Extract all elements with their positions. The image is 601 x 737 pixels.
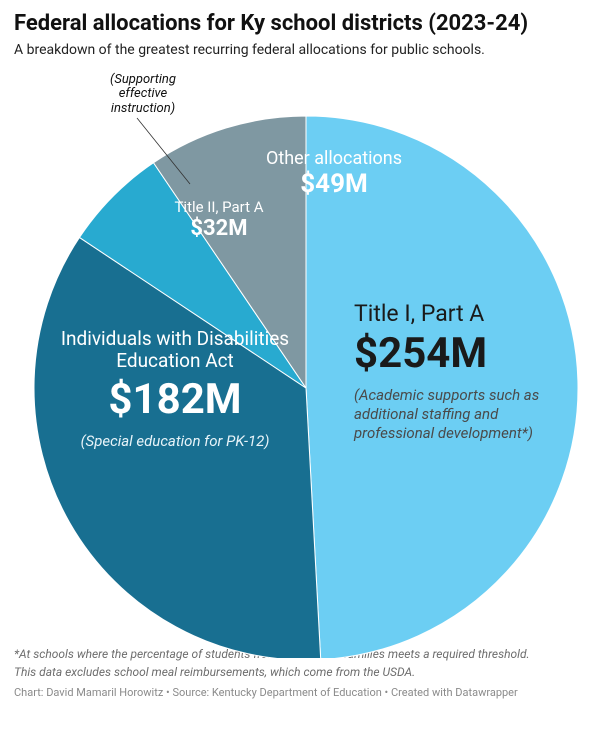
- credit-line: Chart: David Mamaril Horowitz • Source: …: [14, 686, 587, 699]
- chart-title: Federal allocations for Ky school distri…: [14, 10, 587, 38]
- pie-svg: [14, 68, 587, 658]
- callout-title2: (Supporting effective instruction): [88, 73, 198, 118]
- chart-subtitle: A breakdown of the greatest recurring fe…: [14, 42, 587, 58]
- pie-chart: (Supporting effective instruction) Other…: [14, 68, 587, 628]
- footnote-2: This data excludes school meal reimburse…: [14, 664, 587, 680]
- chart-container: Federal allocations for Ky school distri…: [0, 0, 601, 737]
- pie-slice-title1: [306, 116, 578, 658]
